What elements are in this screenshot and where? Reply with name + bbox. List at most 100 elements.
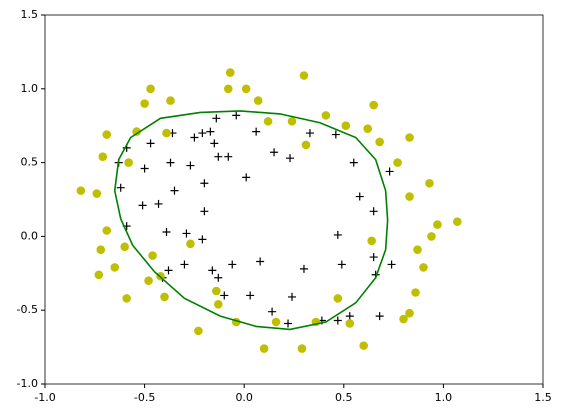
plus-point bbox=[355, 192, 364, 201]
circle-point bbox=[297, 344, 307, 353]
circle-point bbox=[162, 128, 171, 138]
plus-point bbox=[214, 152, 223, 161]
circle-point bbox=[453, 217, 462, 226]
circle-point bbox=[146, 84, 155, 94]
circle-point bbox=[367, 236, 376, 246]
x-tick-label: -1.0 bbox=[34, 391, 55, 404]
plus-point bbox=[224, 152, 233, 161]
plus-point bbox=[116, 183, 125, 192]
x-tick-label: 0.5 bbox=[335, 391, 353, 404]
circle-point bbox=[120, 242, 129, 252]
plus-point bbox=[210, 139, 219, 148]
circle-point bbox=[194, 326, 203, 336]
plus-point bbox=[228, 260, 237, 269]
circle-point bbox=[160, 292, 169, 302]
plus-point bbox=[208, 266, 217, 275]
circle-point bbox=[345, 319, 355, 328]
circle-point bbox=[287, 116, 297, 126]
plus-point bbox=[154, 199, 163, 208]
circle-point bbox=[413, 245, 422, 254]
circle-point bbox=[148, 251, 157, 260]
plus-point bbox=[200, 207, 209, 216]
plus-point bbox=[349, 158, 358, 167]
circle-point bbox=[405, 133, 414, 142]
plus-point bbox=[385, 167, 394, 176]
plot-frame bbox=[44, 14, 544, 385]
circle-point bbox=[98, 152, 108, 161]
circle-point bbox=[96, 245, 106, 254]
plus-point bbox=[337, 260, 346, 269]
circle-point bbox=[92, 189, 102, 198]
circle-point bbox=[369, 100, 378, 110]
circle-point bbox=[225, 68, 235, 77]
plus-point bbox=[200, 179, 209, 188]
circle-point bbox=[271, 317, 281, 327]
plus-point bbox=[242, 173, 251, 182]
circle-point bbox=[214, 299, 223, 309]
circle-point bbox=[433, 220, 442, 229]
plus-point bbox=[198, 235, 207, 244]
plus-point bbox=[214, 273, 223, 282]
plus-point bbox=[345, 312, 354, 321]
plus-point bbox=[232, 111, 241, 120]
plus-point bbox=[220, 291, 229, 300]
plus-point bbox=[146, 139, 155, 148]
circle-point bbox=[411, 288, 420, 297]
decision-boundary bbox=[113, 110, 389, 331]
plus-point bbox=[305, 129, 314, 138]
circle-point bbox=[110, 263, 120, 272]
plus-point bbox=[246, 291, 255, 300]
plus-point bbox=[270, 148, 279, 157]
plus-point bbox=[140, 164, 149, 173]
plus-point bbox=[170, 186, 179, 195]
circle-point bbox=[393, 158, 402, 167]
circle-point bbox=[263, 116, 273, 126]
plus-point bbox=[166, 158, 175, 167]
circle-point bbox=[166, 96, 175, 105]
circle-point bbox=[76, 186, 86, 195]
circle-point bbox=[341, 121, 351, 130]
y-tick-label: 0.5 bbox=[21, 156, 39, 169]
circle-point bbox=[102, 226, 112, 235]
plus-point bbox=[331, 130, 340, 139]
circle-point bbox=[321, 111, 331, 120]
plus-point bbox=[164, 266, 173, 275]
plus-point bbox=[369, 253, 378, 262]
plus-point bbox=[299, 264, 308, 273]
circle-point bbox=[241, 84, 251, 94]
circle-point bbox=[333, 294, 343, 303]
circle-point bbox=[124, 158, 133, 167]
plus-point bbox=[288, 292, 297, 301]
circle-point bbox=[140, 99, 149, 108]
plus-point bbox=[333, 316, 342, 325]
circle-point bbox=[253, 96, 263, 105]
plus-point bbox=[268, 307, 277, 316]
x-tick-label: 1.5 bbox=[534, 391, 552, 404]
circle-point bbox=[299, 71, 309, 80]
y-tick-label: -0.5 bbox=[17, 303, 38, 316]
plus-point bbox=[333, 230, 342, 239]
plus-point bbox=[375, 312, 384, 321]
x-tick-label: -0.5 bbox=[134, 391, 155, 404]
plus-point bbox=[198, 129, 207, 138]
circle-point bbox=[375, 137, 384, 147]
circle-point bbox=[259, 344, 269, 353]
plus-point bbox=[206, 127, 215, 136]
plus-point bbox=[212, 114, 221, 123]
x-tick-label: 0.0 bbox=[235, 391, 253, 404]
circle-point bbox=[102, 130, 112, 139]
circle-point bbox=[223, 84, 233, 94]
circle-point bbox=[359, 341, 369, 350]
x-tick-label: 1.0 bbox=[435, 391, 453, 404]
y-tick-label: -1.0 bbox=[17, 377, 38, 390]
circle-point bbox=[427, 232, 436, 241]
plus-point bbox=[369, 207, 378, 216]
plus-point bbox=[286, 154, 295, 163]
plus-point bbox=[162, 227, 171, 236]
circle-point bbox=[399, 314, 408, 324]
circle-point bbox=[301, 140, 311, 150]
plus-point bbox=[180, 260, 189, 269]
y-tick-label: 1.5 bbox=[21, 8, 39, 21]
plus-point bbox=[186, 161, 195, 170]
circle-point bbox=[94, 270, 104, 280]
